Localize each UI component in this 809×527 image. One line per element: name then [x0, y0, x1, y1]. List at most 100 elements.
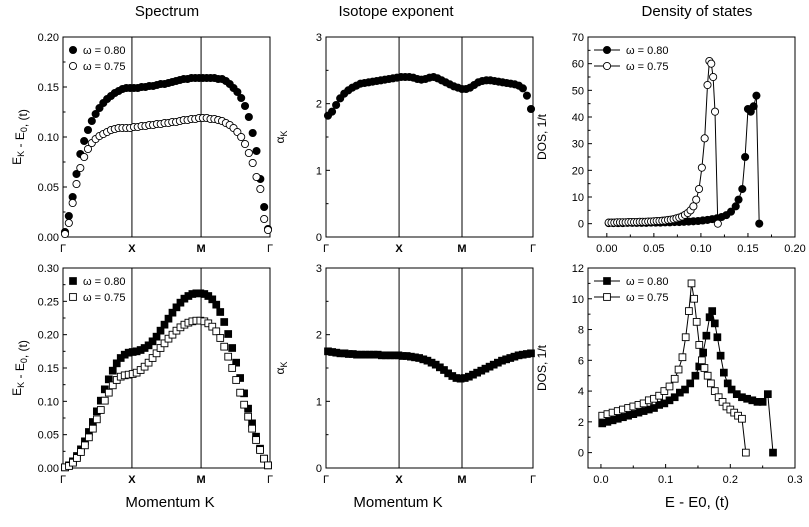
data-point [692, 195, 701, 204]
data-point [80, 152, 89, 162]
legend-label: ω = 0.80 [626, 45, 669, 57]
data-point [710, 319, 719, 328]
data-point [678, 353, 687, 362]
data-point [522, 91, 531, 100]
data-point [156, 344, 165, 352]
data-point [216, 308, 225, 316]
y-tick-label: 0 [578, 448, 584, 460]
plot-frame [587, 267, 796, 469]
panel-spectrum-bottom: 0.00 0.05 0.10 0.15 0.20 0.25 0.30 EK - E0, (t)… [10, 263, 273, 486]
data-point [224, 330, 233, 338]
data-point [108, 366, 117, 375]
data-point [164, 314, 173, 323]
data-point [237, 132, 246, 142]
y-tick-label: 0.00 [38, 463, 59, 475]
data-point [716, 351, 725, 360]
data-point [208, 322, 217, 331]
data-point [708, 307, 717, 315]
data-point [727, 385, 736, 394]
x-tick-label: Γ [60, 243, 66, 255]
y-tick-label: 0.25 [38, 296, 59, 308]
data-point [232, 376, 241, 384]
data-point [749, 102, 758, 111]
y-tick-label: 10 [572, 294, 584, 306]
x-axis-label-dos: E - E0, (t) [665, 494, 729, 511]
data-point [144, 341, 153, 350]
x-tick-label: 0.15 [737, 243, 758, 255]
y-tick-label: 50 [572, 85, 584, 97]
data-point [670, 393, 679, 402]
data-point [691, 371, 700, 380]
data-point [670, 374, 679, 383]
y-axis-label: αK [273, 362, 289, 375]
plot-frame [325, 267, 534, 469]
data-point [64, 218, 73, 228]
data-point [100, 396, 109, 405]
data-point [527, 349, 535, 358]
y-tick-label: 6 [578, 355, 584, 367]
data-point [140, 362, 149, 371]
data-point [526, 104, 536, 114]
x-tick-label: 0.3 [787, 474, 802, 486]
data-point [148, 337, 157, 346]
data-point [752, 91, 761, 100]
y-tick-label: 1 [316, 396, 322, 408]
data-point [681, 333, 690, 342]
data-point [89, 424, 97, 433]
legend-label: ω = 0.80 [83, 45, 126, 57]
data-point [741, 448, 750, 457]
x-tick-label: Γ [267, 474, 273, 486]
data-point [687, 279, 696, 288]
data-point [703, 371, 712, 380]
x-tick-label: 0.0 [593, 474, 608, 486]
data-point [164, 334, 173, 343]
y-tick-label: 0.10 [38, 132, 59, 144]
data-point [689, 202, 698, 211]
data-point [252, 436, 260, 444]
x-tick-label: Γ [323, 243, 329, 255]
data-point [738, 414, 746, 423]
data-point [263, 225, 273, 235]
data-point [212, 300, 221, 309]
y-tick-label: 0.15 [38, 363, 59, 375]
data-point [694, 184, 704, 194]
data-point [83, 144, 93, 154]
data-point [176, 298, 185, 307]
data-point [710, 107, 720, 116]
data-point [695, 341, 704, 349]
data-point [332, 100, 341, 110]
data-point [76, 163, 85, 173]
column-title-density-of-states: Density of states [642, 3, 753, 20]
data-point [697, 163, 706, 172]
data-point [769, 448, 777, 457]
data-point [734, 195, 743, 204]
legend-marker [69, 293, 77, 301]
x-tick-label: X [128, 474, 136, 486]
x-tick-label: 0.05 [643, 243, 664, 255]
x-tick-label: Γ [530, 243, 536, 255]
data-point [719, 368, 728, 377]
data-point [713, 219, 722, 228]
legend-marker [602, 61, 612, 71]
y-tick-label: 0 [316, 232, 322, 244]
data-point [244, 404, 252, 413]
data-point [208, 295, 217, 304]
legend-marker [602, 45, 612, 55]
data-point [655, 391, 664, 400]
data-point [698, 356, 706, 365]
data-point [660, 387, 669, 395]
x-tick-label: 0.20 [784, 243, 805, 255]
x-tick-label: Γ [323, 474, 329, 486]
data-point [731, 202, 740, 211]
legend-label: ω = 0.75 [83, 61, 126, 73]
legend-label: ω = 0.80 [626, 276, 669, 288]
data-point [703, 80, 712, 90]
y-tick-label: 0 [578, 219, 584, 231]
data-point [763, 390, 772, 399]
legend-marker [603, 293, 611, 301]
data-point [758, 397, 767, 406]
y-axis-label: DOS, 1/t [535, 113, 549, 160]
data-point [713, 333, 722, 342]
y-tick-label: 0.00 [38, 232, 59, 244]
